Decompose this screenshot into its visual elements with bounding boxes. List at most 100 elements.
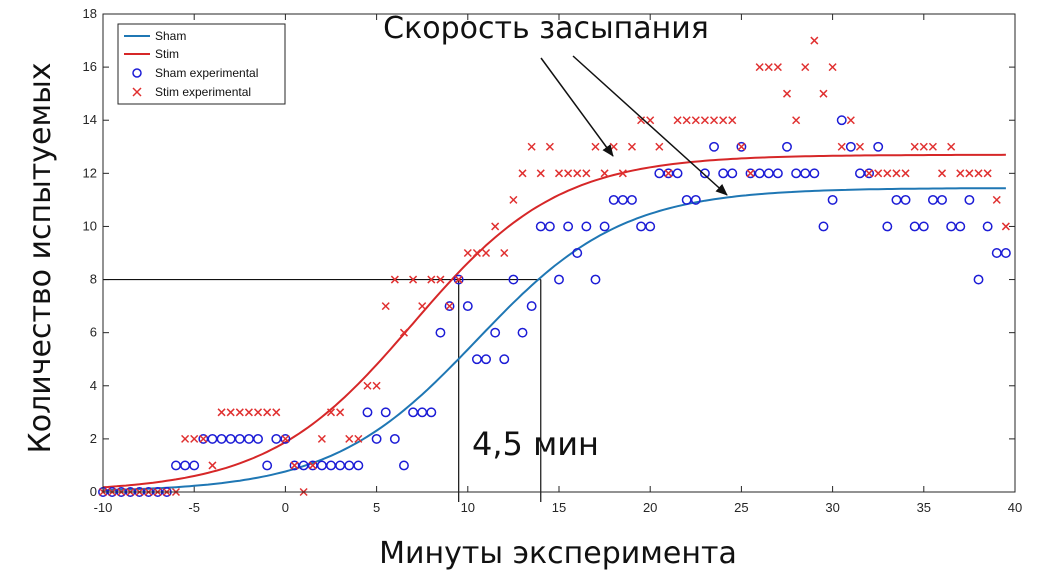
x-tick-label: 35 (917, 500, 931, 515)
stim-point (190, 434, 199, 443)
stim-point (399, 328, 408, 337)
sham-point (526, 301, 537, 312)
sham-point (353, 460, 364, 471)
stim-point (235, 408, 244, 417)
stim-point (627, 142, 636, 151)
sham-point (836, 115, 847, 126)
stim-point (509, 195, 518, 204)
stim-point (564, 169, 573, 178)
sham-point (982, 221, 993, 232)
sham-point (864, 168, 875, 179)
stim-point (928, 142, 937, 151)
sham-point (499, 354, 510, 365)
stim-point (664, 169, 673, 178)
stim-point (290, 461, 299, 470)
y-tick-label: 14 (83, 112, 97, 127)
sham-point (380, 407, 391, 418)
stim-point (956, 169, 965, 178)
stim-point (874, 169, 883, 178)
sham-point (973, 274, 984, 285)
legend-stim-experimental: Stim experimental (155, 85, 251, 99)
stim-point (773, 63, 782, 72)
stim-point (938, 169, 947, 178)
stim-point (527, 142, 536, 151)
stim-point (1001, 222, 1010, 231)
stim-point (719, 116, 728, 125)
stim-point (919, 142, 928, 151)
stim-point (892, 169, 901, 178)
stim-point (637, 116, 646, 125)
stim-point (883, 169, 892, 178)
stim-point (390, 275, 399, 284)
stim-point (837, 142, 846, 151)
stim-point (208, 461, 217, 470)
stim-point (536, 169, 545, 178)
y-tick-label: 6 (90, 325, 97, 340)
stim-point (828, 63, 837, 72)
sham-point (818, 221, 829, 232)
stim-point (454, 275, 463, 284)
stim-point (965, 169, 974, 178)
sham-point (955, 221, 966, 232)
stim-point (582, 169, 591, 178)
sham-point (371, 433, 382, 444)
stim-point (655, 142, 664, 151)
y-axis-label: Количество испытуемых (23, 62, 58, 453)
sham-point (699, 168, 710, 179)
stim-point (646, 116, 655, 125)
stim-point (381, 302, 390, 311)
y-tick-label: 8 (90, 272, 97, 287)
sham-point (1000, 248, 1011, 258)
stim-point (354, 434, 363, 443)
stim-point (600, 169, 609, 178)
legend-box (117, 23, 286, 105)
stim-point (244, 408, 253, 417)
stim-point (427, 275, 436, 284)
stim-point (263, 408, 272, 417)
stim-point (226, 408, 235, 417)
stim-point (673, 116, 682, 125)
y-tick-label: 2 (90, 431, 97, 446)
y-tick-label: 0 (90, 484, 97, 499)
sham-point (690, 194, 701, 205)
axis-ticks: -10 -5 0 5 10 15 20 25 30 35 40 0 2 4 6 8 10 12 14 16 18 (83, 6, 1023, 515)
stim-point (326, 408, 336, 417)
stim-point (345, 434, 354, 443)
sham-point (462, 301, 473, 312)
curve-stim (102, 153, 1006, 489)
stim-point (992, 195, 1001, 204)
sham-point (882, 221, 893, 232)
stim-point (910, 142, 919, 151)
x-tick-label: -5 (188, 500, 200, 515)
y-tick-label: 4 (90, 378, 97, 393)
stim-point (500, 248, 509, 258)
stim-point (554, 169, 564, 178)
sham-point (590, 274, 601, 285)
sham-point (827, 194, 838, 205)
x-tick-label: 40 (1008, 500, 1022, 515)
stim-point (901, 169, 910, 178)
stim-point (801, 63, 810, 72)
sham-point (900, 194, 911, 205)
sham-point (453, 274, 464, 285)
sham-point (572, 248, 583, 258)
curve-sham (102, 187, 1006, 492)
sham-point (736, 141, 747, 152)
sham-point (426, 407, 437, 418)
sham-point (517, 327, 528, 338)
sham-point (253, 433, 263, 444)
stim-point (737, 142, 746, 151)
annotation-interval: 4,5 мин (472, 425, 599, 463)
legend-sham: Sham (155, 29, 186, 43)
stim-point (181, 434, 190, 443)
stim-point (518, 169, 527, 178)
stim-point (865, 169, 874, 178)
sham-point (563, 221, 574, 232)
stim-point (199, 434, 208, 443)
sham-point (444, 301, 455, 312)
stim-point (983, 169, 992, 178)
sham-point (490, 327, 501, 338)
stim-point (819, 89, 828, 98)
stim-point (947, 142, 956, 151)
sham-point (772, 168, 783, 179)
